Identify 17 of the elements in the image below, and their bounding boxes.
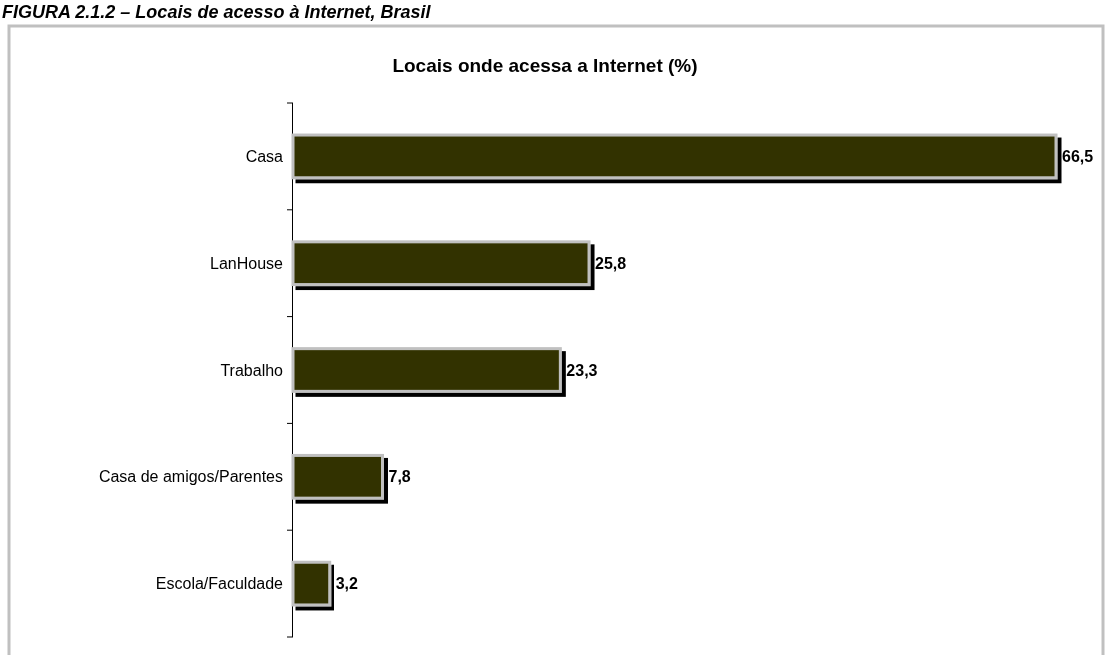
data-label: 23,3 xyxy=(566,361,598,379)
chart-subtitle: Locais onde acessa a Internet (%) xyxy=(392,55,698,76)
y-tick-label: Casa de amigos/Parentes xyxy=(98,468,283,486)
y-tick-label: Trabalho xyxy=(220,361,284,379)
chart-title: FIGURA 2.1.2 – Locais de acesso à Internet, Brasil xyxy=(2,2,432,22)
bar xyxy=(291,453,384,500)
bar xyxy=(291,133,1058,180)
data-label: 3,2 xyxy=(335,575,359,593)
data-label: 25,8 xyxy=(595,254,627,272)
y-tick-label: LanHouse xyxy=(210,254,284,272)
y-tick-label: Escola/Faculdade xyxy=(155,575,284,593)
bar xyxy=(291,560,332,607)
data-label: 66,5 xyxy=(1062,148,1094,165)
y-tick-label: Casa xyxy=(245,148,284,165)
data-label: 7,8 xyxy=(388,468,411,486)
bar xyxy=(291,347,562,393)
bar xyxy=(291,240,591,287)
